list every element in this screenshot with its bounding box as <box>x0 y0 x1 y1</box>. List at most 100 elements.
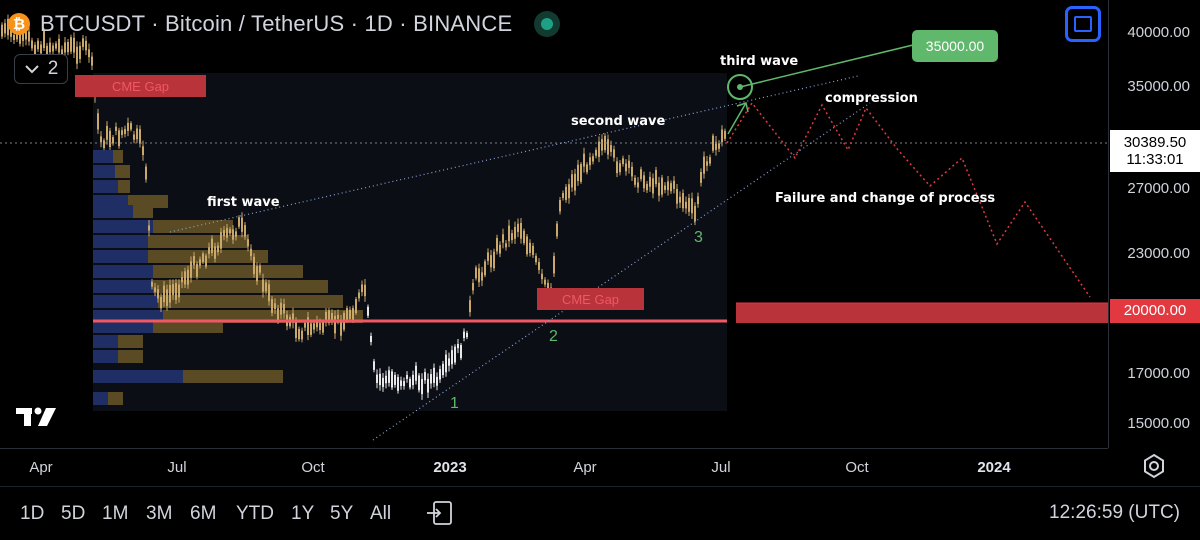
candle-body <box>589 157 591 166</box>
candle-body <box>715 141 717 150</box>
volume-profile-down-bar <box>118 350 143 363</box>
candle-body <box>172 284 174 296</box>
candle-body <box>211 238 213 253</box>
timeframe-1m-button[interactable]: 1M <box>102 503 129 524</box>
candle-body <box>283 304 285 314</box>
candle-body <box>505 243 507 248</box>
wave-number-1: 1 <box>450 395 459 412</box>
price-axis[interactable]: 40000.00 35000.00 27000.00 23000.00 1700… <box>1108 0 1200 448</box>
candle-body <box>79 45 81 59</box>
candle-body <box>349 309 351 319</box>
candle-body <box>202 253 204 262</box>
candle-body <box>502 234 504 243</box>
candle-body <box>472 282 474 291</box>
candle-body <box>541 273 543 280</box>
candle-body <box>634 177 636 185</box>
candle-body <box>709 157 711 164</box>
timeframe-5d-button[interactable]: 5D <box>61 503 86 524</box>
price-candles <box>1 14 726 400</box>
candle-body <box>487 252 489 261</box>
volume-profile-up-bar <box>93 205 133 218</box>
market-status-indicator[interactable] <box>534 11 561 37</box>
candle-body <box>337 314 339 319</box>
fullscreen-button[interactable] <box>1065 6 1101 42</box>
timeframe-ytd-button[interactable]: YTD <box>236 503 274 524</box>
candle-body <box>358 292 360 299</box>
candle-body <box>19 32 21 44</box>
time-axis[interactable]: Apr Jul Oct 2023 Apr Jul Oct 2024 <box>0 448 1108 484</box>
volume-profile-up-bar <box>93 220 153 233</box>
candle-body <box>154 287 156 292</box>
chart-settings-icon[interactable] <box>1140 452 1168 480</box>
candle-body <box>85 40 87 51</box>
collapse-indicators-button[interactable]: 2 <box>14 54 68 84</box>
candle-body <box>64 42 66 53</box>
candle-body <box>535 255 537 263</box>
candle-body <box>613 149 615 158</box>
candle-body <box>100 136 102 143</box>
compare-range-icon[interactable] <box>425 498 455 528</box>
candle-body <box>499 244 501 254</box>
candle-body <box>280 302 282 315</box>
candle-body <box>712 135 714 151</box>
utc-clock[interactable]: 12:26:59 (UTC) <box>1049 502 1180 523</box>
volume-profile-up-bar <box>93 180 118 193</box>
candle-body <box>196 263 198 277</box>
candle-body <box>685 201 687 209</box>
bar-countdown: 11:33:01 <box>1126 151 1184 168</box>
timeframe-1d-button[interactable]: 1D <box>20 503 45 524</box>
candle-body <box>319 323 321 331</box>
price-tick: 23000.00 <box>1127 245 1190 262</box>
candle-body <box>667 181 669 191</box>
timeframe-3m-button[interactable]: 3M <box>146 503 173 524</box>
time-tick: Jul <box>167 459 187 476</box>
volume-profile-down-bar <box>118 180 130 193</box>
volume-profile-up-bar <box>93 392 108 405</box>
candle-body <box>463 331 465 339</box>
candle-body <box>637 182 639 188</box>
candle-body <box>265 282 267 292</box>
candle-body <box>406 374 408 379</box>
volume-profile-down-bar <box>153 265 303 278</box>
timeframe-6m-button[interactable]: 6M <box>190 503 217 524</box>
candle-body <box>580 164 582 182</box>
candle-body <box>622 158 624 164</box>
candle-body <box>205 255 207 267</box>
volume-profile-down-bar <box>115 165 130 178</box>
candle-body <box>115 126 117 131</box>
candle-body <box>106 125 108 140</box>
first-wave-label: first wave <box>207 195 280 210</box>
symbol-header[interactable]: ₿ BTCUSDT · Bitcoin / TetherUS · 1D · BI… <box>8 8 561 40</box>
candle-body <box>58 38 60 53</box>
timeframe-1y-button[interactable]: 1Y <box>291 503 315 524</box>
candle-body <box>385 375 387 384</box>
candle-body <box>244 225 246 237</box>
time-tick: 2023 <box>433 459 467 476</box>
candle-body <box>616 161 618 174</box>
candle-body <box>439 369 441 380</box>
candle-body <box>388 370 390 383</box>
candle-body <box>142 146 144 156</box>
timeframe-all-button[interactable]: All <box>370 503 392 524</box>
symbol-title[interactable]: BTCUSDT · Bitcoin / TetherUS · 1D · BINA… <box>40 11 513 36</box>
candle-body <box>121 130 123 135</box>
price-tick: 27000.00 <box>1127 180 1190 197</box>
timeframe-5y-button[interactable]: 5Y <box>330 503 354 524</box>
third-wave-label: third wave <box>720 54 799 69</box>
candle-body <box>445 354 447 373</box>
candle-body <box>433 367 435 383</box>
price-chart[interactable] <box>0 0 1108 448</box>
candle-body <box>43 31 45 48</box>
candle-body <box>544 279 546 285</box>
candle-body <box>496 237 498 252</box>
candle-body <box>4 23 6 34</box>
candle-body <box>586 164 588 173</box>
candle-body <box>403 381 405 387</box>
price-tick: 35000.00 <box>1127 78 1190 95</box>
candle-body <box>526 236 528 255</box>
candle-body <box>70 37 72 52</box>
candle-body <box>229 229 231 234</box>
candle-body <box>199 259 201 266</box>
candle-body <box>628 160 630 168</box>
volume-profile-down-bar <box>153 320 223 333</box>
